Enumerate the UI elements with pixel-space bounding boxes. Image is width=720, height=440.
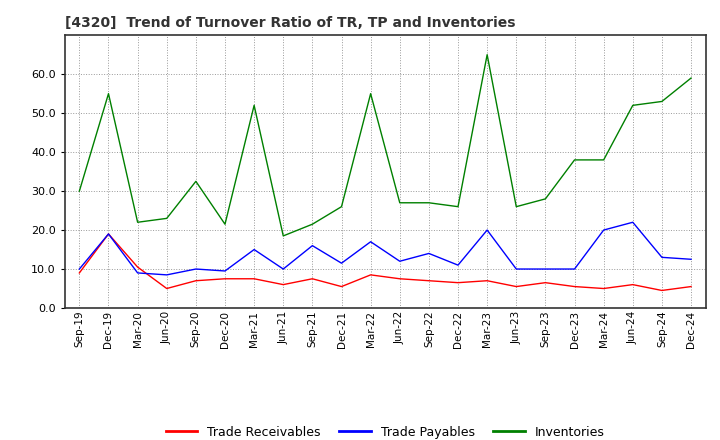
Inventories [454,204,462,209]
Trade Receivables [133,264,142,270]
Inventories [104,91,113,96]
Trade Receivables [75,270,84,275]
Trade Payables [75,266,84,271]
Trade Receivables [163,286,171,291]
Trade Receivables [687,284,696,289]
Trade Receivables [425,278,433,283]
Trade Payables [337,260,346,266]
Trade Payables [395,259,404,264]
Trade Payables [192,266,200,271]
Inventories [629,103,637,108]
Trade Receivables [599,286,608,291]
Trade Payables [687,257,696,262]
Inventories [250,103,258,108]
Trade Payables [133,270,142,275]
Inventories [75,188,84,194]
Trade Payables [570,266,579,271]
Trade Payables [425,251,433,256]
Trade Receivables [657,288,666,293]
Trade Receivables [629,282,637,287]
Trade Receivables [395,276,404,282]
Trade Receivables [541,280,550,285]
Trade Payables [104,231,113,237]
Inventories [599,157,608,162]
Inventories [220,222,229,227]
Trade Receivables [192,278,200,283]
Trade Payables [629,220,637,225]
Trade Payables [541,266,550,271]
Legend: Trade Receivables, Trade Payables, Inventories: Trade Receivables, Trade Payables, Inven… [161,421,610,440]
Trade Payables [657,255,666,260]
Trade Payables [599,227,608,233]
Trade Payables [366,239,375,244]
Line: Trade Payables: Trade Payables [79,222,691,275]
Inventories [337,204,346,209]
Trade Receivables [454,280,462,285]
Inventories [279,233,287,238]
Trade Receivables [279,282,287,287]
Trade Payables [250,247,258,252]
Inventories [366,91,375,96]
Trade Payables [512,266,521,271]
Inventories [687,75,696,81]
Inventories [133,220,142,225]
Inventories [512,204,521,209]
Inventories [657,99,666,104]
Trade Receivables [512,284,521,289]
Inventories [163,216,171,221]
Trade Receivables [104,231,113,237]
Trade Payables [308,243,317,248]
Trade Payables [163,272,171,278]
Trade Receivables [220,276,229,282]
Inventories [570,157,579,162]
Inventories [308,222,317,227]
Text: [4320]  Trend of Turnover Ratio of TR, TP and Inventories: [4320] Trend of Turnover Ratio of TR, TP… [65,16,516,30]
Line: Inventories: Inventories [79,55,691,236]
Trade Payables [483,227,492,233]
Inventories [483,52,492,57]
Trade Payables [279,266,287,271]
Inventories [541,196,550,202]
Line: Trade Receivables: Trade Receivables [79,234,691,290]
Trade Payables [220,268,229,274]
Inventories [425,200,433,205]
Trade Receivables [308,276,317,282]
Trade Receivables [337,284,346,289]
Trade Payables [454,263,462,268]
Trade Receivables [366,272,375,278]
Trade Receivables [250,276,258,282]
Inventories [192,179,200,184]
Inventories [395,200,404,205]
Trade Receivables [483,278,492,283]
Trade Receivables [570,284,579,289]
